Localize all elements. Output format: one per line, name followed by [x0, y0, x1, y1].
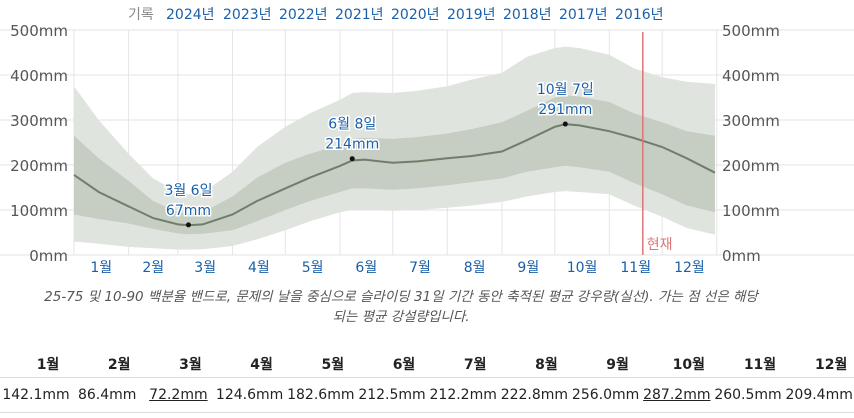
year-tab-2021[interactable]: 2021년 [335, 7, 384, 23]
x-tick-label: 9월 [517, 260, 539, 276]
rainfall-chart: 0mm 0mm 100mm 100mm 200mm 200mm 300mm 300mm 400m… [0, 24, 854, 276]
month-value: 72.2mm [149, 387, 208, 403]
month-header: 11월 [743, 357, 777, 373]
y-tick-right: 200mm [722, 157, 780, 175]
year-tab-2024[interactable]: 2024년 [166, 7, 215, 23]
annotation-value: 67mm [166, 203, 211, 219]
annotation-date: 6월 8일 [328, 117, 376, 133]
band-25-75 [74, 95, 715, 235]
month-header: 3월 [179, 357, 202, 373]
month-header: 5월 [321, 357, 345, 373]
x-tick-label: 3월 [194, 260, 216, 276]
month-value: 287.2mm [643, 387, 711, 403]
year-tab-2017[interactable]: 2017년 [559, 7, 608, 23]
y-tick-left: 100mm [10, 202, 68, 220]
y-tick-left: 400mm [10, 67, 68, 85]
record-label: 기록 [128, 7, 154, 23]
x-tick-label: 12월 [674, 260, 705, 276]
annotation-date: 3월 6일 [164, 183, 212, 199]
x-tick-label: 7월 [409, 260, 431, 276]
y-tick-right: 500mm [722, 24, 780, 40]
month-value: 124.6mm [215, 387, 284, 403]
month-value: 142.1mm [2, 387, 70, 403]
annotation-dot [185, 222, 191, 228]
month-header: 9월 [606, 357, 629, 373]
month-header: 10월 [672, 357, 705, 373]
x-tick-label: 8월 [464, 260, 486, 276]
year-tab-2016[interactable]: 2016년 [615, 7, 664, 23]
y-tick-right: 100mm [722, 202, 780, 220]
month-header: 4월 [250, 357, 273, 373]
y-tick-right: 0mm [722, 247, 761, 265]
year-tab-2023[interactable]: 2023년 [223, 7, 272, 23]
month-value: 260.5mm [714, 387, 782, 403]
x-tick-label: 11월 [620, 260, 651, 276]
y-tick-right: 400mm [722, 67, 780, 85]
x-tick-label: 6월 [355, 260, 377, 276]
month-header: 12월 [815, 357, 848, 373]
month-header: 8월 [535, 357, 558, 373]
year-tab-2019[interactable]: 2019년 [447, 7, 496, 23]
year-tab-2022[interactable]: 2022년 [279, 7, 328, 23]
month-value: 222.8mm [500, 387, 569, 403]
month-header: 6월 [392, 357, 416, 373]
x-tick-label: 5월 [302, 260, 324, 276]
x-tick-label: 10월 [567, 260, 598, 276]
y-tick-left: 300mm [10, 112, 68, 130]
x-tick-label: 4월 [248, 260, 270, 276]
y-tick-left: 200mm [10, 157, 68, 175]
annotation-date: 10월 7일 [537, 82, 594, 98]
year-tab-2018[interactable]: 2018년 [503, 7, 552, 23]
annotations: 3월 6일 67mm 6월 8일 214mm 10월 7일 291mm [163, 81, 595, 228]
chart-caption: 25-75 및 10-90 백분율 밴드로, 문제의 날을 중심으로 슬라이딩 … [44, 289, 758, 325]
x-tick-label: 1월 [90, 260, 112, 276]
annotation-dot [562, 121, 568, 127]
month-value: 212.5mm [358, 387, 426, 403]
month-value: 86.4mm [77, 387, 137, 403]
y-tick-right: 300mm [722, 112, 780, 130]
mean-rainfall-line [73, 123, 716, 227]
year-tabs: 기록 2024년 2023년 2022년 2021년 2020년 2019년 2… [0, 4, 854, 24]
annotation-value: 291mm [538, 102, 592, 118]
month-value: 182.6mm [287, 387, 355, 403]
month-value: 212.2mm [429, 387, 497, 403]
month-header: 2월 [107, 357, 131, 373]
y-tick-left: 0mm [29, 247, 68, 265]
year-tab-2020[interactable]: 2020년 [391, 7, 440, 23]
x-tick-label: 2월 [142, 260, 164, 276]
month-header: 7월 [463, 357, 487, 373]
month-value: 209.4mm [785, 387, 853, 403]
month-value: 256.0mm [571, 387, 640, 403]
annotation-value: 214mm [325, 137, 379, 153]
month-header: 1월 [36, 357, 60, 373]
y-tick-left: 500mm [10, 24, 68, 40]
axis-labels: 0mm 0mm 100mm 100mm 200mm 200mm 300mm 300mm 400m… [10, 24, 780, 276]
annotation-dot [349, 156, 355, 162]
today-label: 현재 [647, 237, 673, 253]
